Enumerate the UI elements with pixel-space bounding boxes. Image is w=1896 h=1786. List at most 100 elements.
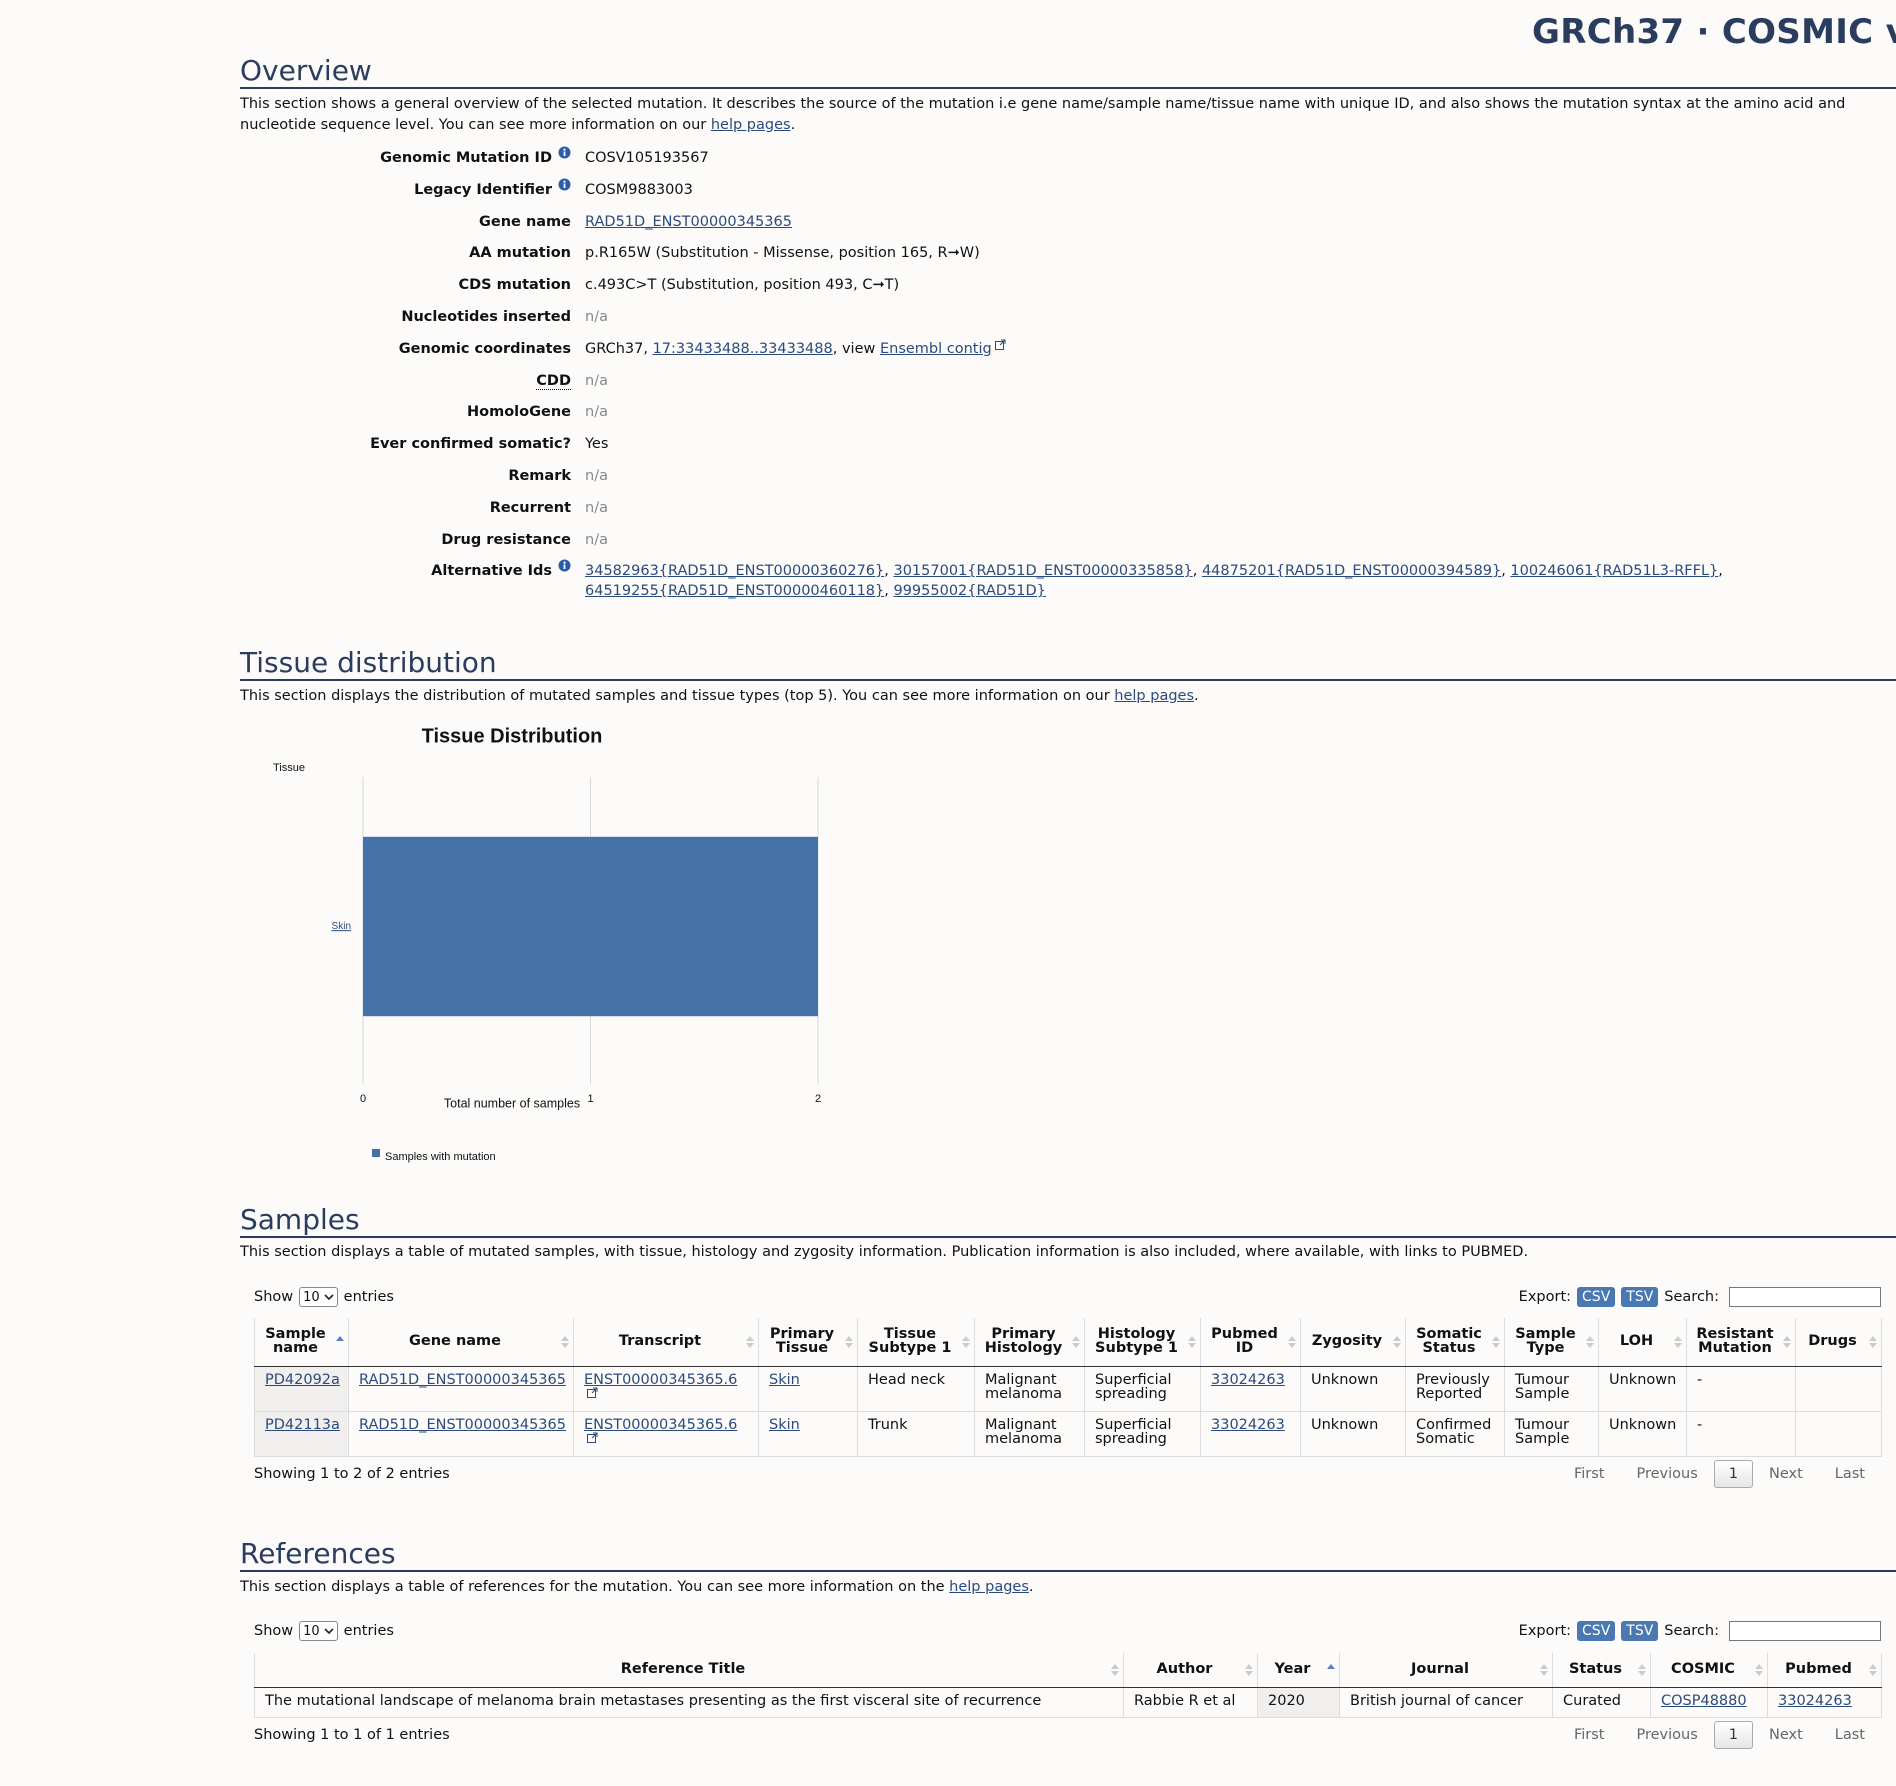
link[interactable]: 34582963{RAD51D_ENST00000360276}: [585, 563, 885, 580]
page-last[interactable]: Last: [1834, 1727, 1865, 1743]
page-previous[interactable]: Previous: [1636, 1466, 1698, 1482]
page-first[interactable]: First: [1573, 1727, 1605, 1743]
table-info: Showing 1 to 1 of 1 entries: [254, 1727, 450, 1743]
page-size-select[interactable]: 10: [299, 1621, 338, 1641]
column-header[interactable]: Sample Type: [1504, 1318, 1599, 1367]
field-label: HomoloGene: [467, 404, 571, 421]
csv-button[interactable]: CSV: [1577, 1287, 1616, 1307]
field-row: Drug resistance n/a: [240, 524, 1880, 556]
column-header[interactable]: Author: [1123, 1653, 1258, 1688]
cell-link[interactable]: RAD51D_ENST00000345365: [359, 1416, 566, 1433]
link[interactable]: help pages: [949, 1579, 1029, 1595]
page-previous[interactable]: Previous: [1636, 1727, 1698, 1743]
column-header[interactable]: Pubmed: [1767, 1653, 1882, 1688]
column-header[interactable]: Histology Subtype 1: [1084, 1318, 1201, 1367]
column-header[interactable]: COSMIC: [1650, 1653, 1768, 1688]
table-cell: [1795, 1411, 1882, 1457]
icon-arrow: [591, 1387, 598, 1394]
cell-link[interactable]: ENST00000345365.6: [584, 1371, 738, 1388]
search-input[interactable]: [1729, 1287, 1881, 1307]
link[interactable]: 100246061{RAD51L3-RFFL}: [1510, 563, 1719, 580]
link[interactable]: help pages: [1114, 688, 1195, 704]
column-header[interactable]: Journal: [1339, 1653, 1553, 1688]
page-page[interactable]: 1: [1713, 1721, 1753, 1749]
column-header[interactable]: Tissue Subtype 1: [857, 1318, 975, 1367]
column-header[interactable]: Drugs: [1795, 1318, 1882, 1367]
tsv-button[interactable]: TSV: [1621, 1287, 1659, 1307]
page-page[interactable]: 1: [1713, 1460, 1753, 1488]
cell-text: British journal of cancer: [1350, 1692, 1524, 1709]
link[interactable]: 17:33433488..33433488: [652, 340, 833, 357]
cell-link[interactable]: 33024263: [1211, 1416, 1285, 1433]
sort-up: [1188, 1335, 1196, 1341]
cell-link[interactable]: PD42113a: [265, 1416, 340, 1433]
field-label: Remark: [508, 467, 571, 484]
cell-text: Unknown: [1609, 1371, 1677, 1388]
table-cell: RAD51D_ENST00000345365: [348, 1366, 574, 1412]
section-heading: Overview: [240, 54, 1896, 89]
tsv-button[interactable]: TSV: [1621, 1621, 1659, 1641]
text: c.493C>T (Substitution, position 493, C➞…: [585, 277, 900, 294]
page-next[interactable]: Next: [1769, 1466, 1803, 1482]
table-cell: British journal of cancer: [1339, 1687, 1553, 1718]
page-first[interactable]: First: [1573, 1466, 1605, 1482]
column-header[interactable]: Transcript: [573, 1318, 759, 1367]
cell-text: Tumour Sample: [1515, 1416, 1570, 1447]
y-tick-label: Skin: [332, 921, 351, 932]
cell-link[interactable]: Skin: [769, 1371, 800, 1388]
cell-link[interactable]: PD42092a: [265, 1371, 340, 1388]
search-input[interactable]: [1729, 1621, 1881, 1641]
page-next[interactable]: Next: [1769, 1727, 1803, 1743]
column-header[interactable]: Zygosity: [1300, 1318, 1406, 1367]
cell-link[interactable]: 33024263: [1211, 1371, 1285, 1388]
column-header[interactable]: Gene name: [348, 1318, 574, 1367]
link[interactable]: 30157001{RAD51D_ENST00000335858}: [893, 563, 1193, 580]
link[interactable]: 64519255{RAD51D_ENST00000460118}: [585, 583, 885, 600]
column-header[interactable]: Year: [1257, 1653, 1340, 1688]
field-label: Ever confirmed somatic?: [370, 436, 571, 453]
column-header-text: Gene name: [409, 1333, 501, 1349]
column-header-text: Journal: [1411, 1661, 1469, 1677]
column-header-text: Author: [1156, 1661, 1213, 1677]
section-heading: References: [240, 1537, 1896, 1572]
cell-link[interactable]: RAD51D_ENST00000345365: [359, 1371, 566, 1388]
page-size-select[interactable]: 10: [299, 1287, 338, 1307]
link[interactable]: RAD51D_ENST00000345365: [585, 213, 792, 230]
column-header[interactable]: LOH: [1598, 1318, 1687, 1367]
link[interactable]: Ensembl contig: [879, 340, 992, 357]
link[interactable]: help pages: [710, 116, 791, 133]
table-cell: Malignant melanoma: [974, 1366, 1085, 1412]
column-header[interactable]: Status: [1552, 1653, 1651, 1688]
table-cell: Unknown: [1300, 1411, 1406, 1457]
column-header[interactable]: Primary Tissue: [758, 1318, 858, 1367]
column-header-text: Sample Type: [1515, 1326, 1576, 1356]
x-tick-label: 1: [587, 1093, 593, 1105]
link[interactable]: 99955002{RAD51D}: [893, 583, 1046, 600]
cell-text: Superficial spreading: [1095, 1371, 1172, 1402]
column-header[interactable]: Reference Title: [254, 1653, 1124, 1688]
cell-link[interactable]: ENST00000345365.6: [584, 1416, 738, 1433]
column-header[interactable]: Pubmed ID: [1200, 1318, 1301, 1367]
column-header[interactable]: Somatic Status: [1405, 1318, 1505, 1367]
sort-up: [1638, 1663, 1646, 1669]
cell-link[interactable]: COSP48880: [1661, 1692, 1747, 1709]
cell-link[interactable]: Skin: [769, 1416, 800, 1433]
table-cell: COSP48880: [1650, 1687, 1768, 1718]
field-label: AA mutation: [469, 245, 571, 262]
column-header[interactable]: Sample name: [254, 1318, 349, 1367]
field-row: Legacy Identifier COSM9883003: [240, 174, 1880, 206]
table-row: PD42113a RAD51D_ENST00000345365 ENST000003…: [254, 1411, 1882, 1457]
references-table: Reference Title Author Year Journal Status CO…: [254, 1653, 1882, 1718]
cell-link[interactable]: 33024263: [1778, 1692, 1852, 1709]
column-header[interactable]: Resistant Mutation: [1686, 1318, 1796, 1367]
column-header-text: Resistant Mutation: [1696, 1326, 1774, 1356]
page-last[interactable]: Last: [1834, 1466, 1865, 1482]
table-cell: 33024263: [1767, 1687, 1882, 1718]
pagination: First Previous 1 Next Last: [1558, 1460, 1881, 1488]
field-value: 34582963{RAD51D_ENST00000360276}, 301570…: [585, 555, 1725, 601]
field-label: Gene name: [479, 213, 571, 230]
link[interactable]: 44875201{RAD51D_ENST00000394589}: [1201, 563, 1502, 580]
info-icon: [558, 178, 571, 191]
column-header[interactable]: Primary Histology: [974, 1318, 1085, 1367]
csv-button[interactable]: CSV: [1577, 1621, 1616, 1641]
